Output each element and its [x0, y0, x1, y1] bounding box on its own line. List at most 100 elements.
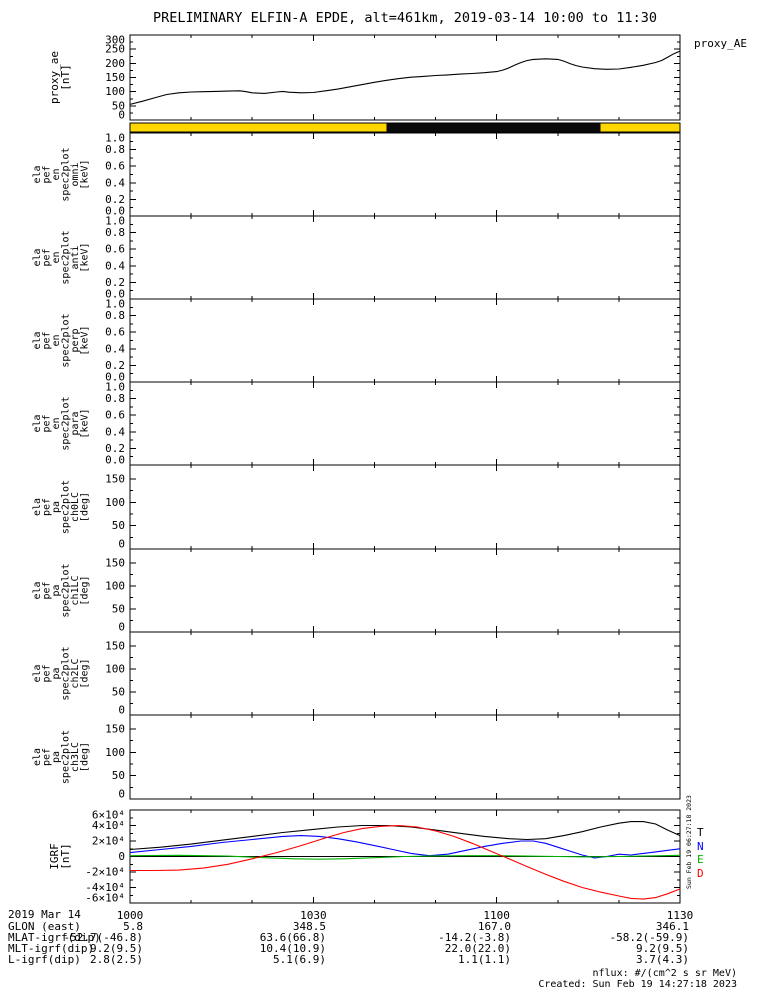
- pa_ch3lc-frame: [129, 714, 681, 800]
- igrf-legend-D: D: [697, 866, 704, 880]
- en_omni-ylabel-line: ela: [32, 165, 43, 183]
- proxy_ae-ytick-label: 300: [105, 34, 125, 47]
- igrf-ytick-label: 0: [118, 850, 125, 863]
- proxy_ae-ytick-label: 50: [112, 99, 125, 112]
- igrf-ytick-label: 4×10⁴: [92, 819, 125, 832]
- en_anti-frame: [129, 215, 681, 300]
- en_perp-ytick-label: 0.6: [105, 326, 125, 339]
- series-proxy_ae: [129, 50, 681, 105]
- en_para-ytick-label: 0.0: [105, 454, 125, 467]
- igrf-ylabel-line: [nT]: [59, 843, 72, 870]
- pa_ch0lc-ylabel-line: ela: [32, 498, 43, 516]
- en_omni-ylabel-line: omni: [70, 162, 81, 186]
- pa_ch1lc-ylabel-line: [deg]: [80, 575, 91, 605]
- series-N: [129, 835, 681, 859]
- igrf-ylabel-line: IGRF: [48, 843, 61, 870]
- en_para-ytick-label: 0.4: [105, 425, 125, 438]
- igrf-ytick-label: 6×10⁴: [92, 809, 125, 822]
- en_para-ytick-label: 0.8: [105, 392, 125, 405]
- igrf-ytick-label: -6×10⁴: [85, 892, 125, 905]
- pa_ch1lc-ytick-label: 150: [105, 556, 125, 569]
- ephemeris-row-label: MLAT-igrf(dip): [8, 931, 101, 944]
- en_perp-ylabel-line: perp: [70, 328, 81, 352]
- ephemeris-value: -58.2(-59.9): [609, 931, 689, 944]
- series-E: [129, 854, 681, 860]
- pa_ch2lc-ytick-label: 0: [118, 704, 125, 717]
- proxy_ae-ytick-label: 250: [105, 43, 125, 56]
- ephemeris-value: 10.4(10.9): [259, 942, 326, 955]
- ephemeris-row: MLT-igrf(dip) 9.2(9.5) 10.4(10.9) 22.0(22.0…: [0, 942, 775, 955]
- pa_ch2lc-ylabel-line: ela: [32, 664, 43, 682]
- proxy-ae-right-label: proxy_AE: [694, 37, 747, 50]
- created-note: Created: Sun Feb 19 14:27:18 2023: [538, 979, 737, 990]
- ephemeris-value: 1.1(1.1): [458, 953, 511, 966]
- en_para-ylabel-line: en: [51, 417, 62, 429]
- en_perp-ytick-label: 0.0: [105, 371, 125, 384]
- en_omni-ytick-label: 0.2: [105, 193, 125, 206]
- ephemeris-value: 167.0: [477, 920, 511, 933]
- en_perp-ylabel-line: en: [51, 334, 62, 346]
- pa_ch1lc-ylabel-line: ch1LC: [70, 575, 81, 605]
- igrf-ytick-label: 2×10⁴: [92, 835, 125, 848]
- pa_ch1lc-frame: [129, 548, 681, 633]
- en_omni-ytick-label: 0.0: [105, 205, 125, 218]
- en_anti-ylabel-line: ela: [32, 248, 43, 266]
- series-T: [129, 821, 681, 851]
- pa_ch3lc-ytick-label: 150: [105, 723, 125, 736]
- igrf-legend-E: E: [697, 853, 704, 866]
- en_omni-ytick-label: 0.8: [105, 143, 125, 156]
- pa_ch3lc-ylabel-line: ch3LC: [70, 742, 81, 772]
- ephemeris-value: 346.1: [655, 920, 689, 933]
- footer-date: 2019 Mar 14: [8, 908, 81, 921]
- time-tick-label: 1130: [667, 909, 694, 922]
- time-tick-label: 1000: [117, 909, 144, 922]
- proxy_ae-ylabel-line: proxy_ae: [48, 51, 61, 104]
- ephemeris-row: MLAT-igrf(dip) -52.7(-46.8) 63.6(66.8) -14.…: [0, 931, 775, 944]
- en_anti-ylabel-line: [keV]: [80, 242, 91, 272]
- en_omni-ylabel-line: spec2plot: [61, 147, 72, 201]
- en_perp-ylabel-line: ela: [32, 331, 43, 349]
- proxy_ae-ylabel-line: [nT]: [59, 64, 72, 91]
- pa_ch0lc-ylabel-line: spec2plot: [61, 480, 72, 534]
- plot-title: PRELIMINARY ELFIN-A EPDE, alt=461km, 201…: [153, 10, 657, 26]
- ephemeris-row: GLON (east) 5.8 348.5 167.0 346.1: [0, 920, 775, 933]
- en_omni-ylabel-line: en: [51, 168, 62, 180]
- pa_ch0lc-ylabel-line: pef: [42, 498, 53, 516]
- en_para-ylabel-line: pef: [42, 414, 53, 432]
- en_para-ylabel-line: [keV]: [80, 408, 91, 438]
- en_para-ytick-label: 1.0: [105, 381, 125, 394]
- pa_ch1lc-ytick-label: 100: [105, 579, 125, 592]
- pa_ch0lc-ytick-label: 100: [105, 496, 125, 509]
- en_perp-ylabel-line: pef: [42, 331, 53, 349]
- pa_ch3lc-ytick-label: 100: [105, 746, 125, 759]
- en_perp-ylabel-line: spec2plot: [61, 313, 72, 367]
- pa_ch2lc-ytick-label: 50: [112, 685, 125, 698]
- pa_ch1lc-ytick-label: 0: [118, 621, 125, 634]
- en_perp-ylabel-line: [keV]: [80, 325, 91, 355]
- pa_ch2lc-ylabel-line: spec2plot: [61, 646, 72, 700]
- ephemeris-value: 22.0(22.0): [444, 942, 511, 955]
- pa_ch0lc-ytick-label: 150: [105, 473, 125, 486]
- pa_ch1lc-ylabel-line: pa: [51, 584, 62, 596]
- pa_ch2lc-ylabel-line: [deg]: [80, 658, 91, 688]
- proxy_ae-ytick-label: 200: [105, 57, 125, 70]
- pa_ch1lc-ytick-label: 50: [112, 602, 125, 615]
- pa_ch0lc-ytick-label: 0: [118, 538, 125, 551]
- ephemeris-value: 9.2(9.5): [90, 942, 143, 955]
- pa_ch0lc-ytick-label: 50: [112, 519, 125, 532]
- pa_ch0lc-ylabel-line: [deg]: [80, 492, 91, 522]
- orbit-bar-frame: [129, 122, 681, 133]
- orbit-bar-segment: [386, 123, 601, 132]
- pa_ch2lc-ylabel-line: ch2LC: [70, 658, 81, 688]
- en_omni-ylabel-line: [keV]: [80, 159, 91, 189]
- footer-notes: nflux: #/(cm^2 s sr MeV) Created: Sun Fe…: [538, 968, 737, 990]
- ephemeris-value: -14.2(-3.8): [438, 931, 511, 944]
- en_anti-ylabel-line: en: [51, 251, 62, 263]
- proxy_ae-ytick-label: 0: [118, 109, 125, 122]
- ephemeris-value: 63.6(66.8): [259, 931, 326, 944]
- pa_ch0lc-frame: [129, 464, 681, 550]
- en_para-ylabel-line: para: [70, 411, 81, 435]
- ephemeris-row-label: GLON (east): [8, 920, 81, 933]
